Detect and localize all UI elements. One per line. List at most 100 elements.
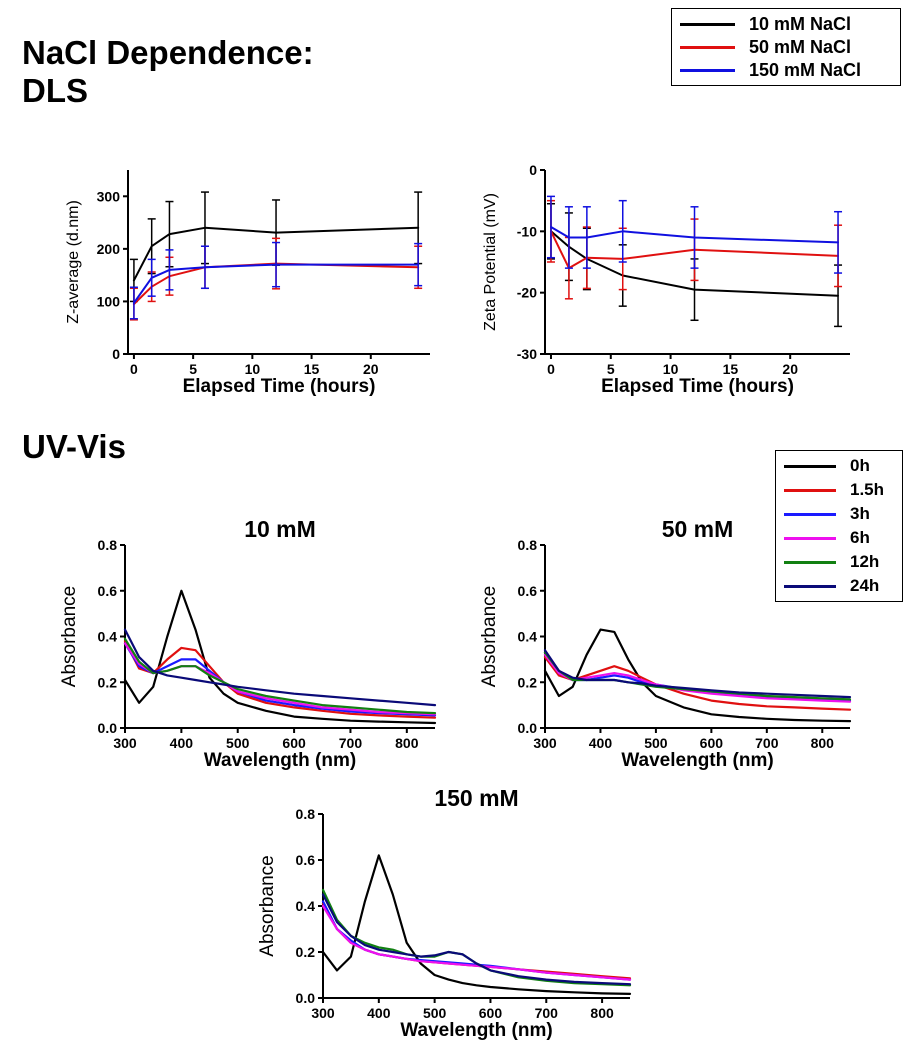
- x-tick-label: 800: [590, 1005, 614, 1021]
- series-150-mm-nacl: [129, 241, 423, 320]
- series-150-mm-nacl-line: [550, 226, 839, 244]
- time-legend-label-1-5h: 1.5h: [850, 480, 885, 499]
- series-50-mm-nacl-line: [550, 230, 839, 270]
- time-legend-swatch-24h: [784, 584, 836, 588]
- salt-legend: 10 mM NaCl 50 mM NaCl 150 mM NaCl: [671, 8, 901, 86]
- x-axis-label: Wavelength (nm): [400, 1020, 552, 1041]
- series-0h: [123, 589, 437, 725]
- x-tick-label: 0: [130, 361, 138, 377]
- x-tick-label: 400: [589, 735, 613, 751]
- x-tick-label: 700: [339, 735, 363, 751]
- x-tick-label: 700: [755, 735, 779, 751]
- series-6h-line: [321, 904, 632, 981]
- y-tick-label: 0.8: [296, 806, 316, 822]
- series-3h-line: [321, 900, 632, 981]
- uvvis-50mm-chart: 50 mM 300 400 500 600 700 800 0.0 0.2 0.4 0.6 0.8 Wa…: [479, 516, 852, 771]
- y-tick-label: 0.8: [518, 537, 538, 553]
- x-tick-label: 700: [535, 1005, 559, 1021]
- chart-title: 150 mM: [434, 785, 518, 811]
- time-legend-label-0h: 0h: [850, 456, 870, 475]
- series-10-mm-nacl-line: [550, 230, 839, 297]
- series-6h: [321, 904, 632, 981]
- y-tick-label: 0.6: [518, 583, 538, 599]
- x-tick-label: 300: [533, 735, 557, 751]
- time-legend-label-12h: 12h: [850, 552, 880, 571]
- y-tick-label: 300: [97, 188, 121, 204]
- y-axis-label: Absorbance: [257, 855, 278, 956]
- time-legend-row-24h: 24h: [784, 574, 894, 598]
- y-tick-label: 0.0: [518, 720, 538, 736]
- series-24h-line: [123, 628, 437, 707]
- y-axis-label: Absorbance: [479, 586, 500, 687]
- time-legend-row-0h: 0h: [784, 454, 894, 478]
- zeta-potential-chart: 0 5 10 15 20 0 -10 -20 -30 Elapsed Time (hours) Ze…: [482, 162, 850, 397]
- y-tick-label: 200: [97, 241, 121, 257]
- time-legend-row-6h: 6h: [784, 526, 894, 550]
- y-tick-label: 100: [97, 293, 121, 309]
- x-tick-label: 800: [395, 735, 419, 751]
- dls-heading-line1: NaCl Dependence:: [22, 34, 314, 71]
- y-tick-label: -20: [517, 285, 537, 301]
- series-0h: [321, 854, 632, 995]
- time-legend: 0h 1.5h 3h 6h 12h 24h: [775, 450, 903, 602]
- time-legend-row-3h: 3h: [784, 502, 894, 526]
- salt-legend-swatch-10mm: [680, 23, 735, 26]
- x-axis-label: Elapsed Time (hours): [183, 376, 376, 397]
- y-tick-label: 0.4: [98, 629, 118, 645]
- x-tick-label: 10: [663, 361, 679, 377]
- y-tick-label: 0: [112, 346, 120, 362]
- time-legend-label-6h: 6h: [850, 528, 870, 547]
- series-1-5h-line: [321, 902, 632, 980]
- salt-legend-row-50mm: 50 mM NaCl: [680, 36, 892, 59]
- x-tick-label: 0: [547, 361, 555, 377]
- time-legend-label-3h: 3h: [850, 504, 870, 523]
- x-tick-label: 600: [282, 735, 306, 751]
- y-tick-label: 0.2: [98, 674, 118, 690]
- y-tick-label: 0.0: [296, 990, 316, 1006]
- series-3h: [321, 900, 632, 981]
- time-legend-row-1-5h: 1.5h: [784, 478, 894, 502]
- y-axis-label: Absorbance: [59, 586, 80, 687]
- y-axis-label: Zeta Potential (mV): [482, 193, 499, 331]
- x-tick-label: 500: [644, 735, 668, 751]
- y-tick-label: 0.6: [296, 852, 316, 868]
- time-legend-swatch-1-5h: [784, 488, 836, 492]
- y-axis-label: Z-average (d.nm): [65, 200, 82, 324]
- salt-legend-row-10mm: 10 mM NaCl: [680, 13, 892, 36]
- salt-legend-row-150mm: 150 mM NaCl: [680, 59, 892, 82]
- x-tick-label: 600: [479, 1005, 503, 1021]
- x-axis-label: Elapsed Time (hours): [601, 376, 794, 397]
- time-legend-swatch-6h: [784, 536, 836, 540]
- series-10-mm-nacl-line: [132, 226, 420, 282]
- y-tick-label: -30: [517, 346, 537, 362]
- salt-legend-label-50mm: 50 mM NaCl: [749, 37, 852, 57]
- x-tick-label: 600: [700, 735, 724, 751]
- series-24h: [321, 893, 632, 986]
- x-tick-label: 15: [723, 361, 739, 377]
- series-24h-line: [321, 893, 632, 986]
- y-tick-label: 0.6: [98, 583, 118, 599]
- uvvis-10mm-chart: 10 mM 300 400 500 600 700 800 0.0 0.2 0.4 0.6 0.8 Wa…: [59, 516, 437, 771]
- x-tick-label: 500: [423, 1005, 447, 1021]
- salt-legend-swatch-150mm: [680, 69, 735, 72]
- series-0h-line: [321, 854, 632, 995]
- series-1-5h: [321, 902, 632, 980]
- y-tick-label: 0.2: [296, 944, 316, 960]
- x-tick-label: 15: [304, 361, 320, 377]
- time-legend-label-24h: 24h: [850, 576, 880, 595]
- x-tick-label: 20: [363, 361, 379, 377]
- series-1-5h-line: [123, 639, 437, 719]
- series-1-5h: [123, 639, 437, 719]
- uvvis-heading: UV-Vis: [22, 428, 126, 465]
- series-150-mm-nacl-line: [132, 263, 420, 304]
- time-legend-swatch-12h: [784, 560, 836, 564]
- series-0h-line: [123, 589, 437, 725]
- series-1-5h: [543, 656, 852, 711]
- y-tick-label: 0.4: [296, 898, 316, 914]
- series-24h-line: [543, 649, 852, 699]
- x-tick-label: 5: [189, 361, 197, 377]
- x-tick-label: 10: [245, 361, 261, 377]
- series-24h: [123, 628, 437, 707]
- salt-legend-label-150mm: 150 mM NaCl: [749, 60, 862, 80]
